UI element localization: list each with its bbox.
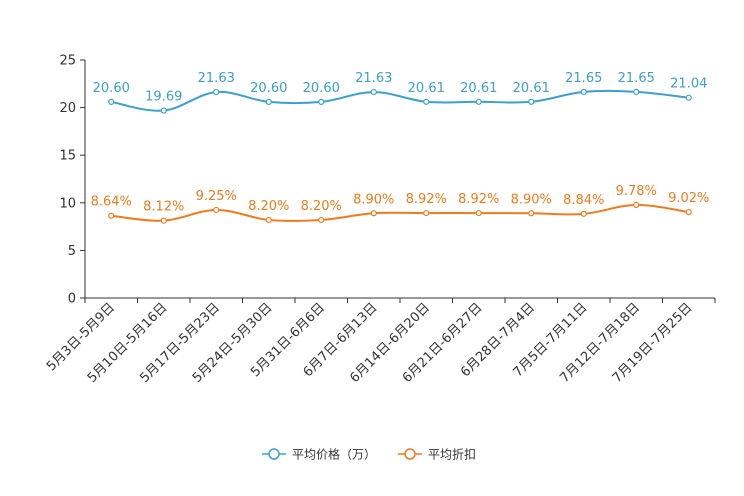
data-label: 9.78% [616,184,657,199]
legend-marker-icon [268,448,280,460]
data-label: 8.92% [406,192,447,207]
data-label: 21.63 [355,71,392,86]
data-point [423,98,430,105]
data-label: 8.64% [91,195,132,210]
data-point [580,88,587,95]
data-label: 9.02% [668,191,709,206]
data-point [265,216,272,224]
data-label: 21.65 [565,71,602,86]
data-point [475,98,482,105]
data-label: 8.12% [143,200,184,215]
series-line [111,89,689,112]
data-point [108,98,115,105]
y-tick-label: 25 [59,54,76,69]
legend-label: 平均折扣 [428,447,476,462]
data-label: 8.90% [353,192,394,207]
data-label: 21.65 [618,71,655,86]
data-point [265,98,272,105]
data-label: 20.60 [93,81,130,96]
data-point [685,94,692,101]
data-label: 20.61 [460,81,497,96]
legend-item-1[interactable]: 平均折扣 [398,447,476,462]
series-line [111,203,689,223]
data-point [633,88,640,95]
data-point [213,88,220,96]
y-tick-label: 15 [59,149,76,164]
data-point [580,210,587,217]
data-label: 9.25% [196,189,237,204]
legend: 平均价格（万） 平均折扣 [262,447,476,462]
data-point [685,209,692,216]
data-point [160,217,167,224]
data-label: 20.60 [250,81,287,96]
data-point [318,98,325,105]
data-point [633,201,640,208]
series-1: 8.64% 8.12% 9.25% 8.20% 8.20% 8.90% 8.92% 8.92%… [91,184,709,224]
data-point [475,209,482,217]
data-label: 21.63 [198,71,235,86]
y-tick-label: 5 [68,244,76,259]
data-point [108,212,115,219]
data-label: 8.20% [301,199,342,214]
data-point [528,210,535,217]
data-point [213,206,220,214]
data-label: 20.61 [408,81,445,96]
data-point [423,209,430,217]
data-point [318,216,325,224]
legend-marker-icon [404,448,416,460]
data-point [528,98,535,105]
legend-item-0[interactable]: 平均价格（万） [262,447,376,462]
series-layer: 20.60 19.69 21.63 20.60 20.60 21.63 20.61 20.61… [91,71,709,224]
data-label: 8.90% [511,192,552,207]
y-tick-label: 0 [68,292,76,307]
legend-label: 平均价格（万） [292,447,376,462]
data-point [160,107,167,114]
data-point [370,210,377,217]
data-label: 8.92% [458,192,499,207]
data-label: 19.69 [145,90,182,105]
series-0: 20.60 19.69 21.63 20.60 20.60 21.63 20.61 20.61… [93,71,707,114]
y-tick-label: 20 [59,101,76,116]
data-point [370,88,377,96]
data-label: 20.60 [303,81,340,96]
y-tick-label: 10 [59,196,76,211]
data-label: 20.61 [513,81,550,96]
data-label: 8.20% [248,199,289,214]
data-label: 8.84% [563,193,604,208]
data-label: 21.04 [670,77,707,92]
